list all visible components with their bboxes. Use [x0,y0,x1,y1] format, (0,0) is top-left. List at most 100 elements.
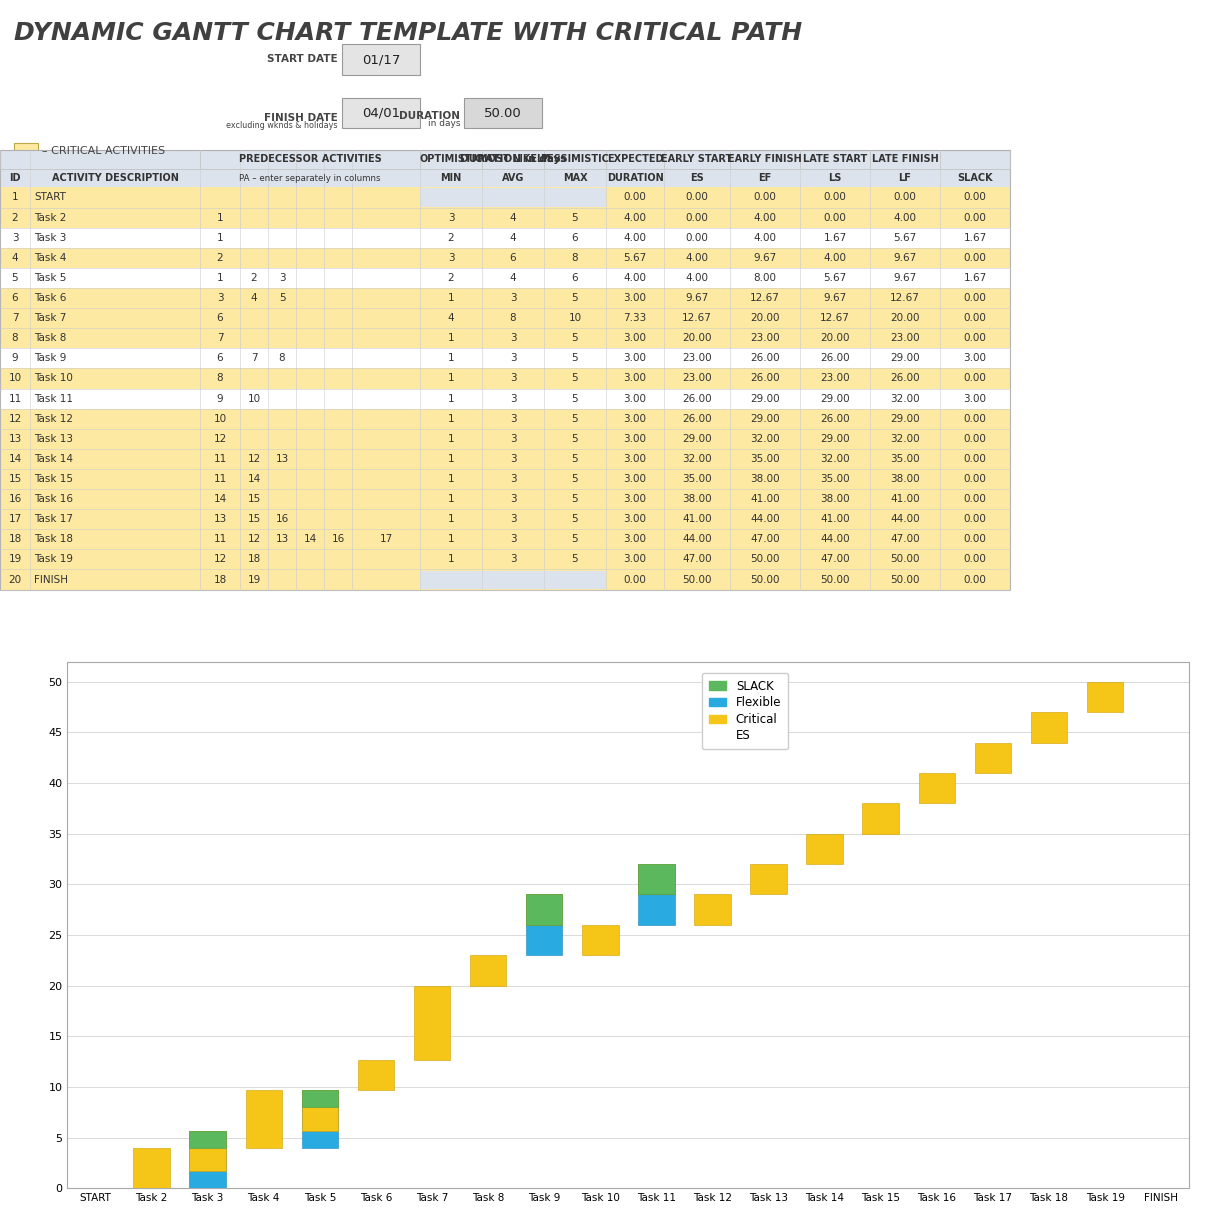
Text: 3: 3 [510,494,516,503]
Text: 38.00: 38.00 [682,494,712,503]
Text: 13: 13 [9,434,22,443]
Text: Task 16: Task 16 [34,494,74,503]
Text: Task 18: Task 18 [34,534,74,544]
Text: 9.67: 9.67 [685,293,709,303]
Text: 0.00: 0.00 [685,233,709,243]
Text: 1: 1 [447,393,455,403]
Text: 4: 4 [510,273,516,283]
Text: 8.00: 8.00 [754,273,776,283]
Bar [639,894,674,925]
Text: 4.00: 4.00 [894,213,917,223]
Text: 5.67: 5.67 [894,233,917,243]
Text: 6: 6 [217,353,223,364]
Text: 0.00: 0.00 [894,192,917,202]
Text: 11: 11 [9,393,22,403]
Text: in days: in days [428,119,460,129]
Text: 1: 1 [447,555,455,565]
Text: 8: 8 [278,353,286,364]
Text: 32.00: 32.00 [820,454,850,464]
Text: 12: 12 [248,454,261,464]
Text: 5: 5 [571,555,579,565]
Text: 14: 14 [213,494,227,503]
Text: 9: 9 [12,353,18,364]
Text: Task 4: Task 4 [34,252,66,263]
Text: Task 5: Task 5 [34,273,66,283]
Text: 23.00: 23.00 [682,374,712,383]
Text: 5: 5 [571,374,579,383]
Text: 1: 1 [447,514,455,524]
Text: 3.00: 3.00 [624,374,646,383]
Text: 4: 4 [510,233,516,243]
Text: 29.00: 29.00 [890,414,920,424]
Text: LS: LS [829,173,842,183]
Text: 6: 6 [217,314,223,323]
Text: 10: 10 [213,414,227,424]
Text: Task 9: Task 9 [34,353,66,364]
Legend: SLACK, Flexible, Critical, ES: SLACK, Flexible, Critical, ES [701,673,788,750]
Text: 26.00: 26.00 [750,353,780,364]
Text: 11: 11 [213,534,227,544]
Text: 0.00: 0.00 [624,192,646,202]
Text: 3: 3 [510,293,516,303]
Bar [342,44,421,76]
Bar [918,773,955,804]
Text: 23.00: 23.00 [682,353,712,364]
Bar [0,369,1010,388]
Text: 15: 15 [9,474,22,484]
Bar [639,864,674,894]
Text: MAX: MAX [563,173,587,183]
Text: 3: 3 [510,393,516,403]
Text: 2: 2 [447,233,455,243]
Text: 12: 12 [9,414,22,424]
Text: 0.00: 0.00 [964,333,987,343]
Text: 50.00: 50.00 [750,555,780,565]
Text: 4.00: 4.00 [685,273,709,283]
Text: 32.00: 32.00 [682,454,712,464]
Text: 0.00: 0.00 [964,534,987,544]
Text: 1: 1 [447,414,455,424]
Text: 12.67: 12.67 [890,293,920,303]
Text: 4.00: 4.00 [824,252,846,263]
Text: 38.00: 38.00 [890,474,920,484]
Text: 3.00: 3.00 [624,534,646,544]
Text: 13: 13 [276,454,288,464]
Text: 7: 7 [250,353,257,364]
Text: 2: 2 [217,252,223,263]
Text: 3.00: 3.00 [624,353,646,364]
Text: DURATION: DURATION [398,111,460,121]
Text: 14: 14 [248,474,261,484]
Text: 4: 4 [250,293,257,303]
Bar [526,925,563,956]
Text: 5: 5 [571,514,579,524]
Text: 0.00: 0.00 [964,314,987,323]
Text: START: START [34,192,66,202]
Text: Task 13: Task 13 [34,434,74,443]
Text: 1: 1 [447,494,455,503]
Text: 3.00: 3.00 [624,494,646,503]
Text: DURATION in days: DURATION in days [460,154,566,164]
Text: 01/17: 01/17 [362,53,400,66]
Text: 1.67: 1.67 [964,273,987,283]
Bar [0,549,1010,570]
Text: 0.00: 0.00 [624,575,646,584]
Bar [0,247,1010,268]
Bar [807,834,842,864]
Text: 35.00: 35.00 [890,454,920,464]
Bar [975,742,1011,773]
Text: 15: 15 [248,494,261,503]
Text: 3.00: 3.00 [624,414,646,424]
Text: 18: 18 [248,555,261,565]
Text: 1: 1 [217,213,223,223]
Text: 26.00: 26.00 [820,353,850,364]
Text: 9.67: 9.67 [753,252,776,263]
Text: 0.00: 0.00 [964,252,987,263]
Bar [1087,682,1123,712]
Text: 26.00: 26.00 [682,393,712,403]
Text: 0.00: 0.00 [964,454,987,464]
Text: 3: 3 [510,474,516,484]
Bar [694,894,731,925]
Text: 5: 5 [571,414,579,424]
Text: 6: 6 [571,273,579,283]
Text: Task 14: Task 14 [34,454,74,464]
Bar [0,429,1010,448]
